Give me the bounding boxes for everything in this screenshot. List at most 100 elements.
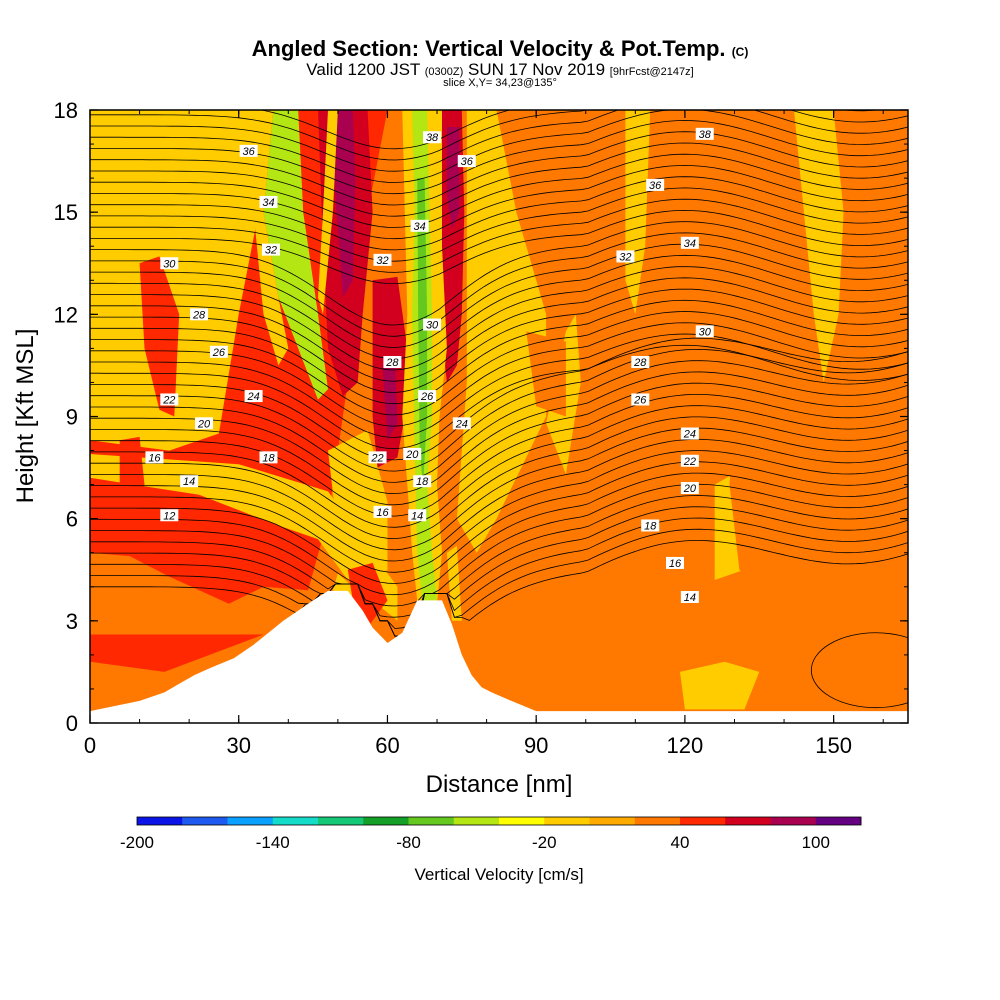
colorbar-swatch (363, 817, 409, 825)
label-box (209, 345, 228, 358)
y-tick-label: 12 (54, 302, 78, 327)
isentrope-label-text: 34 (262, 197, 274, 209)
isentrope-line (90, 131, 908, 206)
y-tick-label: 9 (66, 405, 78, 430)
isentrope-label-text: 16 (669, 558, 682, 570)
isentrope-label-text: 34 (684, 238, 696, 250)
label-box (665, 556, 684, 569)
colorbar-swatch (453, 817, 500, 825)
velocity-region (328, 430, 388, 594)
isentrope-label: 28 (190, 308, 209, 321)
isentrope-label: 36 (646, 178, 665, 192)
isentrope-label-text: 36 (243, 146, 256, 158)
velocity-region (526, 331, 566, 417)
isentrope-label: 16 (373, 505, 392, 519)
isentrope-line (90, 416, 908, 540)
y-tick-label: 18 (54, 98, 78, 123)
isentrope-label: 38 (695, 127, 714, 141)
colorbar-swatch (227, 817, 274, 825)
isentrope-line (90, 461, 908, 584)
isentrope-label: 34 (259, 195, 278, 209)
isentrope-label: 18 (641, 519, 660, 532)
isentrope-label-text: 22 (162, 394, 175, 406)
velocity-region (139, 256, 180, 417)
colorbar-title: Vertical Velocity [cm/s] (414, 865, 583, 884)
title-suffix: (C) (731, 45, 749, 59)
isentrope-line (90, 198, 908, 273)
isentrope-label-text: 14 (183, 476, 195, 488)
isentrope-line (90, 176, 908, 251)
label-box (413, 475, 432, 488)
isentrope-label: 18 (413, 475, 432, 488)
label-box (180, 475, 199, 488)
isentrope-line (90, 311, 908, 416)
isentrope-label: 32 (616, 250, 635, 263)
velocity-region (828, 644, 869, 703)
isentrope-label-text: 22 (370, 452, 383, 464)
isentrope-line (90, 110, 908, 161)
isentrope-label: 20 (195, 417, 214, 430)
isentrope-line (90, 483, 908, 607)
label-box (373, 253, 392, 266)
isentrope-label: 24 (680, 427, 699, 441)
isentrope-line (90, 243, 908, 348)
isentrope-label-text: 30 (699, 326, 712, 338)
label-box (403, 447, 422, 460)
label-box (160, 257, 179, 270)
isentrope-line (90, 187, 908, 262)
y-tick-label: 6 (66, 507, 78, 532)
isentrope-label: 24 (244, 390, 263, 403)
y-tick-label: 3 (66, 609, 78, 634)
colorbar: -200 -140 -80 -20 40 100 (120, 816, 862, 852)
velocity-region (630, 562, 666, 710)
colorbar-swatch (544, 817, 590, 825)
isentrope-label-text: 14 (411, 510, 423, 522)
isentrope-label-text: 24 (246, 391, 259, 403)
label-box (261, 243, 280, 256)
terrain (90, 590, 908, 723)
isentrope-label-text: 14 (684, 592, 696, 604)
isentrope-label: 26 (631, 393, 650, 406)
x-tick-label: 120 (667, 733, 704, 758)
isentrope-label-text: 24 (455, 418, 468, 430)
isentrope-label-text: 28 (192, 309, 206, 321)
isentrope-label: 28 (383, 356, 402, 369)
isentrope-line (90, 120, 908, 195)
y-axis-title: Height [Kft MSL] (12, 329, 39, 504)
isentrope-line (90, 209, 908, 285)
terrain-mask (90, 590, 908, 723)
x-axis-title: Distance [nm] (426, 771, 573, 798)
label-box (680, 454, 699, 467)
label-box (631, 356, 650, 369)
isentrope-label-text: 20 (405, 449, 419, 461)
isentropes (90, 110, 908, 709)
isentrope-line (90, 450, 908, 573)
label-box (373, 505, 392, 518)
isentrope-label: 12 (160, 509, 179, 522)
label-box (641, 519, 660, 532)
isentrope-label-text: 22 (683, 456, 696, 468)
isentrope-label-text: 30 (163, 258, 176, 270)
isentrope-label: 34 (680, 236, 699, 250)
isentrope-line (90, 110, 908, 183)
isentrope-line (90, 472, 908, 596)
isentrope-label: 30 (160, 257, 179, 270)
colorbar-tick-label: 100 (802, 833, 830, 852)
x-tick-label: 90 (524, 733, 548, 758)
label-box (368, 451, 387, 464)
isentrope-label-text: 20 (197, 418, 211, 430)
colorbar-swatch (318, 817, 364, 825)
velocity-region (253, 110, 289, 366)
label-box (259, 451, 278, 464)
colorbar-tick-label: -200 (120, 833, 154, 852)
isentrope-label: 14 (680, 590, 699, 604)
colorbar-swatch (589, 817, 636, 825)
velocity-region (794, 110, 844, 383)
isentrope-line (90, 427, 908, 551)
isentrope-line (90, 164, 908, 240)
chart-subtitle: Valid 1200 JST (0300Z) SUN 17 Nov 2019 [… (306, 60, 694, 79)
isentrope-label: 16 (665, 556, 684, 570)
colorbar-swatch (272, 817, 319, 825)
x-tick-label: 0 (84, 733, 96, 758)
isentrope-line (90, 221, 908, 326)
